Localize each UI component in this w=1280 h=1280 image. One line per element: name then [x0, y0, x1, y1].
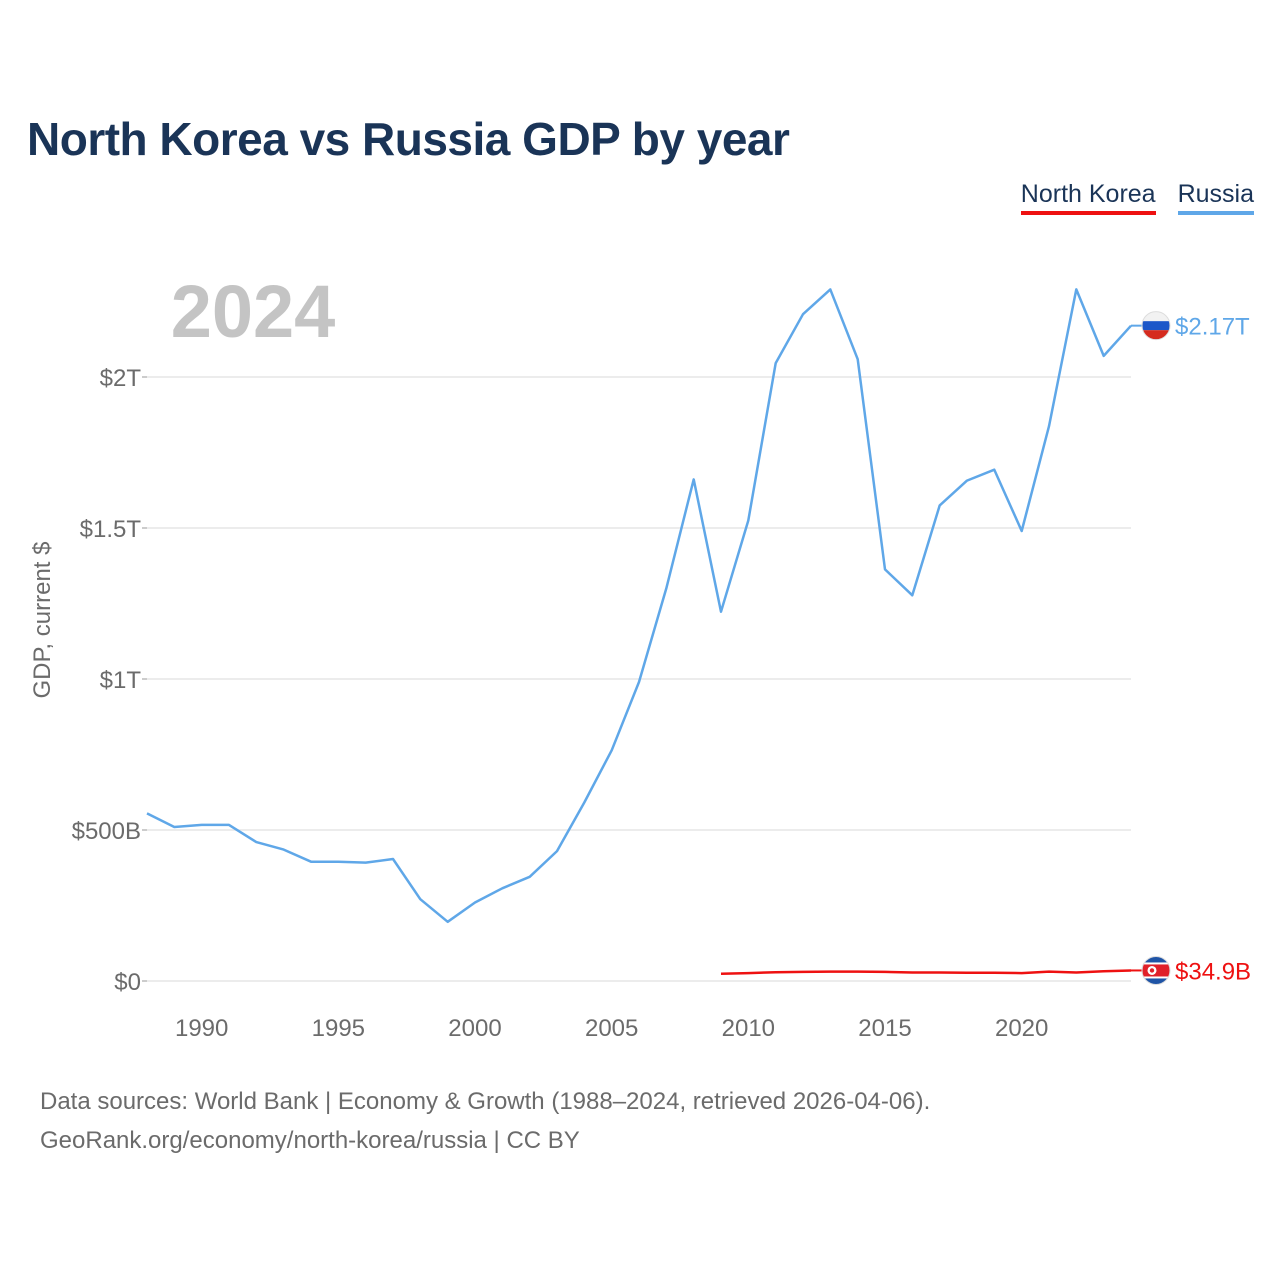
- y-axis-ticks: $0 $500B $1T $1.5T $2T: [72, 365, 147, 996]
- data-source-note: Data sources: World Bank | Economy & Gro…: [40, 1088, 931, 1115]
- legend-item-russia[interactable]: Russia: [1177, 180, 1254, 215]
- y-tick-label: $0: [114, 969, 141, 996]
- x-tick-label: 2005: [585, 1015, 638, 1042]
- x-tick-label: 2015: [858, 1015, 911, 1042]
- x-tick-label: 1990: [175, 1015, 228, 1042]
- y-tick-label: $2T: [100, 365, 142, 392]
- footer: Data sources: World Bank | Economy & Gro…: [40, 1082, 930, 1160]
- x-tick-label: 2020: [995, 1015, 1048, 1042]
- end-markers: $2.17T $34.9B: [1131, 311, 1251, 985]
- end-value-label-north-korea: $34.9B: [1175, 958, 1251, 985]
- series-line-russia: [146, 288, 1132, 924]
- x-tick-label: 2000: [448, 1015, 501, 1042]
- y-tick-label: $1T: [100, 667, 142, 694]
- x-tick-label: 2010: [722, 1015, 775, 1042]
- y-tick-label: $1.5T: [80, 516, 142, 543]
- y-tick-label: $500B: [72, 818, 141, 845]
- flag-icon-north-korea: [1141, 955, 1171, 985]
- x-tick-label: 1995: [312, 1015, 365, 1042]
- gridlines: [147, 376, 1131, 982]
- attribution-link[interactable]: GeoRank.org/economy/north-korea/russia |…: [40, 1127, 580, 1154]
- y-axis-label: GDP, current $: [29, 542, 56, 699]
- chart-title: North Korea vs Russia GDP by year: [27, 113, 790, 165]
- year-watermark: 2024: [171, 270, 336, 353]
- series-lines: [146, 288, 1132, 976]
- end-value-label-russia: $2.17T: [1175, 314, 1250, 341]
- series-line-north-korea: [720, 969, 1132, 976]
- x-axis-ticks: 1990 1995 2000 2005 2010 2015 2020: [175, 1015, 1048, 1042]
- line-chart: 2024 GDP, current $ $0 $500B $1T $1.5T $2T 1…: [29, 270, 1251, 1042]
- legend: North Korea Russia: [1020, 180, 1254, 215]
- legend-item-north-korea[interactable]: North Korea: [1020, 180, 1156, 215]
- flag-icon-russia: [1141, 311, 1171, 341]
